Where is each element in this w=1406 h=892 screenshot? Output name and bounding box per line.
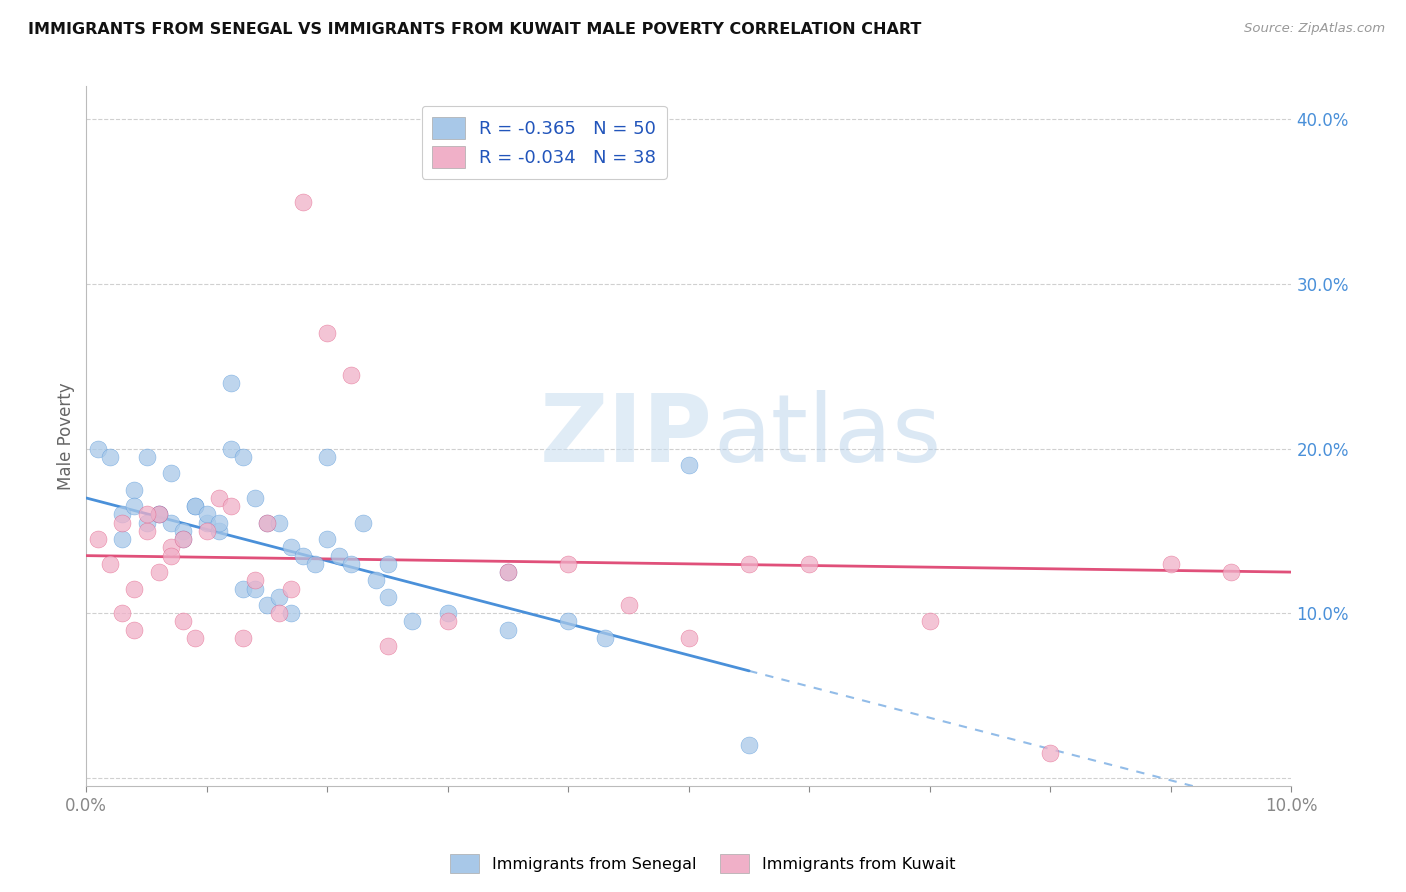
- Point: [316, 532, 339, 546]
- Point: [124, 582, 146, 596]
- Point: [195, 516, 218, 530]
- Point: [135, 508, 157, 522]
- Point: [292, 549, 315, 563]
- Point: [100, 557, 122, 571]
- Point: [243, 491, 266, 505]
- Point: [232, 450, 254, 464]
- Point: [159, 549, 181, 563]
- Point: [377, 590, 399, 604]
- Point: [377, 639, 399, 653]
- Point: [678, 631, 700, 645]
- Point: [87, 532, 110, 546]
- Point: [340, 557, 363, 571]
- Point: [496, 565, 519, 579]
- Point: [280, 582, 302, 596]
- Point: [124, 500, 146, 514]
- Point: [111, 532, 134, 546]
- Point: [1039, 746, 1062, 760]
- Point: [159, 541, 181, 555]
- Point: [557, 615, 579, 629]
- Point: [111, 607, 134, 621]
- Point: [738, 557, 761, 571]
- Point: [256, 516, 278, 530]
- Point: [340, 368, 363, 382]
- Point: [159, 516, 181, 530]
- Point: [111, 508, 134, 522]
- Point: [148, 508, 170, 522]
- Legend: Immigrants from Senegal, Immigrants from Kuwait: Immigrants from Senegal, Immigrants from…: [444, 847, 962, 880]
- Point: [184, 500, 207, 514]
- Point: [172, 532, 194, 546]
- Point: [593, 631, 616, 645]
- Point: [799, 557, 821, 571]
- Text: ZIP: ZIP: [540, 391, 713, 483]
- Point: [184, 500, 207, 514]
- Point: [1160, 557, 1182, 571]
- Point: [135, 524, 157, 538]
- Point: [364, 574, 387, 588]
- Point: [557, 557, 579, 571]
- Point: [328, 549, 350, 563]
- Point: [148, 565, 170, 579]
- Point: [208, 491, 231, 505]
- Point: [208, 524, 231, 538]
- Point: [377, 557, 399, 571]
- Point: [232, 582, 254, 596]
- Point: [195, 524, 218, 538]
- Text: Source: ZipAtlas.com: Source: ZipAtlas.com: [1244, 22, 1385, 36]
- Point: [184, 631, 207, 645]
- Point: [1220, 565, 1243, 579]
- Point: [232, 631, 254, 645]
- Point: [243, 582, 266, 596]
- Point: [353, 516, 375, 530]
- Point: [280, 541, 302, 555]
- Point: [269, 516, 291, 530]
- Point: [148, 508, 170, 522]
- Point: [208, 516, 231, 530]
- Point: [280, 607, 302, 621]
- Point: [172, 524, 194, 538]
- Point: [256, 516, 278, 530]
- Point: [135, 450, 157, 464]
- Point: [617, 598, 640, 612]
- Point: [111, 516, 134, 530]
- Point: [124, 623, 146, 637]
- Point: [269, 607, 291, 621]
- Text: atlas: atlas: [713, 391, 941, 483]
- Point: [148, 508, 170, 522]
- Point: [172, 532, 194, 546]
- Point: [437, 615, 460, 629]
- Point: [243, 574, 266, 588]
- Point: [316, 450, 339, 464]
- Point: [195, 508, 218, 522]
- Point: [292, 194, 315, 209]
- Point: [100, 450, 122, 464]
- Point: [219, 500, 242, 514]
- Point: [316, 326, 339, 341]
- Point: [269, 590, 291, 604]
- Point: [496, 565, 519, 579]
- Point: [304, 557, 326, 571]
- Point: [159, 467, 181, 481]
- Point: [496, 623, 519, 637]
- Point: [219, 442, 242, 456]
- Point: [738, 738, 761, 752]
- Text: IMMIGRANTS FROM SENEGAL VS IMMIGRANTS FROM KUWAIT MALE POVERTY CORRELATION CHART: IMMIGRANTS FROM SENEGAL VS IMMIGRANTS FR…: [28, 22, 921, 37]
- Point: [918, 615, 941, 629]
- Point: [172, 615, 194, 629]
- Legend: R = -0.365   N = 50, R = -0.034   N = 38: R = -0.365 N = 50, R = -0.034 N = 38: [422, 106, 666, 178]
- Point: [678, 458, 700, 472]
- Point: [437, 607, 460, 621]
- Point: [135, 516, 157, 530]
- Point: [401, 615, 423, 629]
- Point: [219, 376, 242, 390]
- Point: [256, 598, 278, 612]
- Point: [87, 442, 110, 456]
- Point: [124, 483, 146, 497]
- Y-axis label: Male Poverty: Male Poverty: [58, 383, 75, 490]
